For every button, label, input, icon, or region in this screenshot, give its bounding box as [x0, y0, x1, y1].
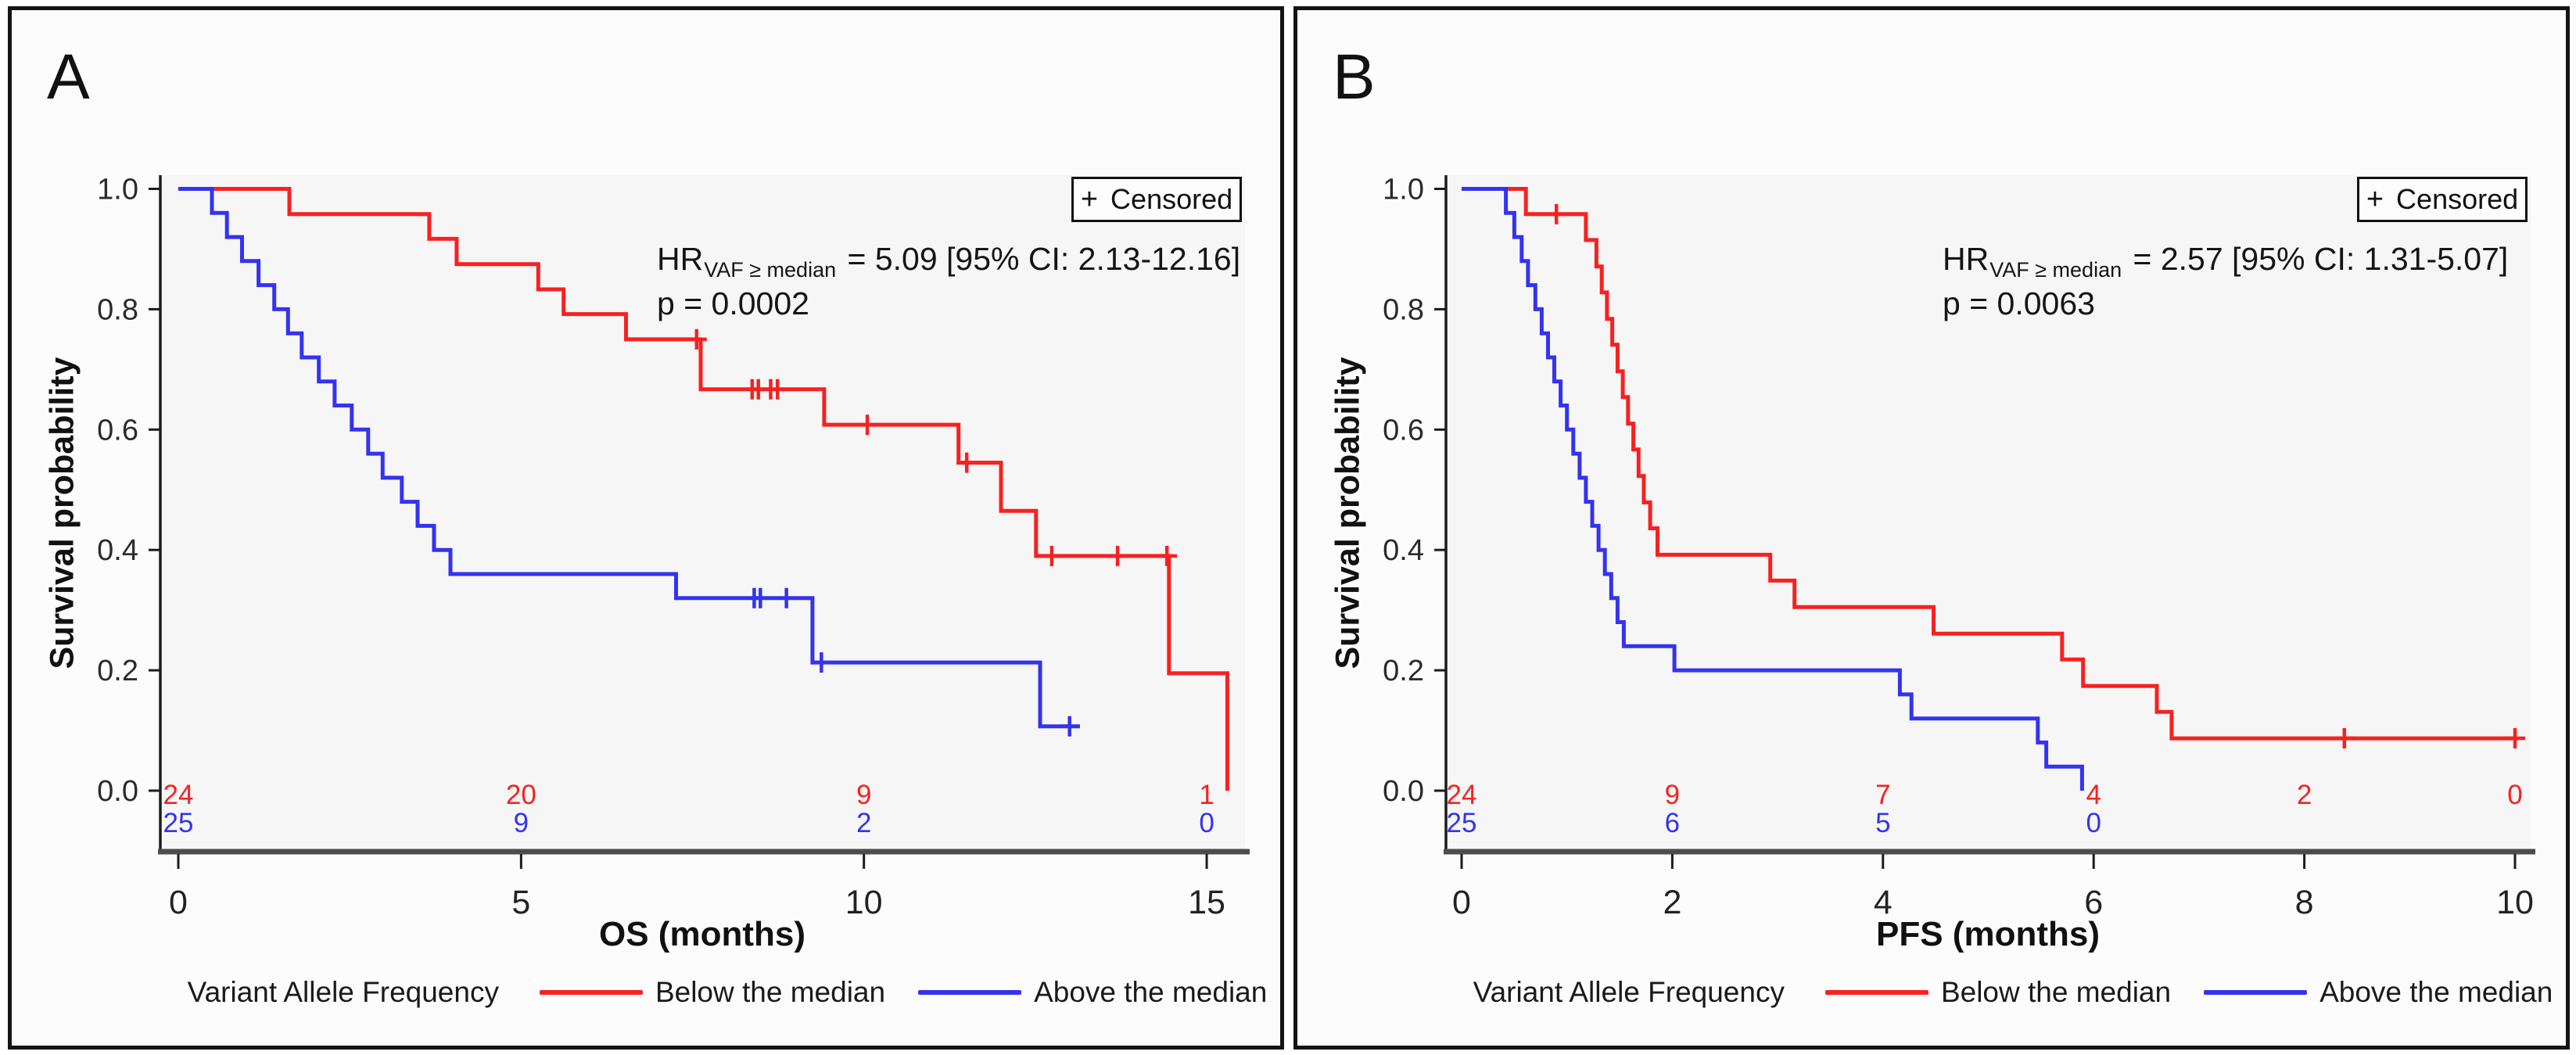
risk-count: 20: [506, 780, 536, 810]
x-tick-label: 10: [845, 884, 883, 921]
risk-count: 0: [2507, 780, 2522, 810]
legend-label-above: Above the median: [1034, 976, 1268, 1008]
risk-count: 1: [1199, 780, 1214, 810]
censored-legend-box: + Censored: [2357, 177, 2528, 222]
y-tick-label: 1.0: [1383, 174, 1424, 206]
x-axis-title: OS (months): [599, 915, 805, 953]
legend-title: Variant Allele Frequency: [1473, 976, 1785, 1008]
risk-count: 9: [1665, 780, 1680, 810]
censor-plus-icon: +: [2366, 183, 2384, 216]
panel-letter: B: [1333, 41, 1376, 113]
legend-line-above-icon: [2204, 990, 2308, 995]
x-tick-label: 5: [511, 884, 530, 921]
risk-count: 24: [1447, 780, 1477, 810]
y-tick-label: 0.4: [97, 534, 138, 567]
legend-line-below-icon: [1824, 990, 1928, 995]
p-value: p = 0.0002: [657, 285, 809, 321]
x-tick-label: 6: [2084, 884, 2103, 921]
y-axis-title: Survival probability: [1329, 357, 1367, 669]
risk-count: 7: [1875, 780, 1890, 810]
p-value: p = 0.0063: [1943, 285, 2095, 321]
y-tick-label: 0.4: [1383, 534, 1424, 567]
risk-count: 24: [163, 780, 194, 810]
km-curve: [1462, 187, 2517, 741]
x-tick-label: 0: [1452, 884, 1471, 921]
risk-count: 25: [1447, 808, 1477, 838]
legend-label-below: Below the median: [1940, 976, 2172, 1008]
hr-value: = 5.09 [95% CI: 2.13-12.16]: [847, 241, 1241, 277]
risk-count: 0: [1199, 808, 1214, 838]
series-legend: Variant Allele Frequency Below the media…: [1456, 976, 2570, 1009]
y-axis-title: Survival probability: [43, 357, 81, 669]
x-tick-label: 8: [2295, 884, 2314, 921]
panel-b: 1.0 0.8 0.6 0.4 0.2 0.0 0 2 4 6 8 10 24 9 7 4 2 0 25 6 5 0 B …: [1293, 6, 2570, 1050]
km-curve: [1462, 187, 2084, 791]
hr-annotation: HRVAF ≥ median = 2.57 [95% CI: 1.31-5.07…: [1943, 241, 2508, 322]
risk-count: 5: [1875, 808, 1890, 838]
series-legend: Variant Allele Frequency Below the media…: [170, 976, 1284, 1009]
hr-prefix: HR: [657, 241, 704, 277]
y-tick-label: 0.8: [97, 293, 138, 326]
risk-count: 0: [2086, 808, 2101, 838]
censor-plus-icon: +: [1080, 183, 1099, 216]
x-tick-label: 15: [1188, 884, 1225, 921]
risk-count: 9: [856, 780, 871, 810]
plot-wall: [160, 175, 1245, 852]
legend-title: Variant Allele Frequency: [187, 976, 499, 1008]
hr-subscript: VAF ≥ median: [704, 258, 837, 282]
y-tick-label: 1.0: [97, 174, 138, 206]
x-tick-label: 10: [2496, 884, 2534, 921]
y-tick-label: 0.0: [97, 775, 138, 808]
legend-line-above-icon: [918, 990, 1022, 995]
y-tick-label: 0.8: [1383, 293, 1424, 326]
risk-count: 25: [163, 808, 194, 838]
legend-entry-below: Below the median: [1824, 976, 2172, 1009]
censored-label: Censored: [2396, 183, 2519, 215]
x-tick-label: 0: [169, 884, 188, 921]
censored-legend-box: + Censored: [1071, 177, 1242, 222]
legend-line-below-icon: [539, 990, 643, 995]
hr-line: HRVAF ≥ median = 2.57 [95% CI: 1.31-5.07…: [1943, 241, 2509, 282]
y-tick-label: 0.2: [1383, 655, 1424, 687]
x-axis-title: PFS (months): [1876, 915, 2100, 953]
panel-letter: A: [47, 41, 90, 113]
risk-count: 9: [514, 808, 529, 838]
legend-label-above: Above the median: [2319, 976, 2553, 1008]
censored-label: Censored: [1110, 183, 1233, 215]
hr-subscript: VAF ≥ median: [1989, 258, 2122, 282]
risk-count: 2: [856, 808, 871, 838]
y-tick-label: 0.2: [97, 655, 138, 687]
y-tick-label: 0.6: [97, 414, 138, 447]
legend-entry-above: Above the median: [2204, 976, 2553, 1009]
panel-a: 1.0 0.8 0.6 0.4 0.2 0.0 0 5 10 15 24 20 9 1 25 9 2 0 A Su…: [8, 6, 1284, 1050]
hr-annotation: HRVAF ≥ median = 5.09 [95% CI: 2.13-12.1…: [657, 241, 1240, 322]
hr-line: HRVAF ≥ median = 5.09 [95% CI: 2.13-12.1…: [657, 241, 1241, 282]
legend-label-below: Below the median: [655, 976, 886, 1008]
y-tick-label: 0.0: [1383, 775, 1424, 808]
hr-prefix: HR: [1943, 241, 1989, 277]
legend-entry-above: Above the median: [918, 976, 1267, 1009]
risk-count: 6: [1665, 808, 1680, 838]
y-tick-label: 0.6: [1383, 414, 1424, 447]
risk-count: 4: [2086, 780, 2101, 810]
x-tick-label: 4: [1874, 884, 1893, 921]
km-curve: [178, 187, 1080, 729]
x-tick-label: 2: [1663, 884, 1681, 921]
hr-value: = 2.57 [95% CI: 1.31-5.07]: [2133, 241, 2509, 277]
legend-entry-below: Below the median: [539, 976, 886, 1009]
risk-count: 2: [2297, 780, 2312, 810]
